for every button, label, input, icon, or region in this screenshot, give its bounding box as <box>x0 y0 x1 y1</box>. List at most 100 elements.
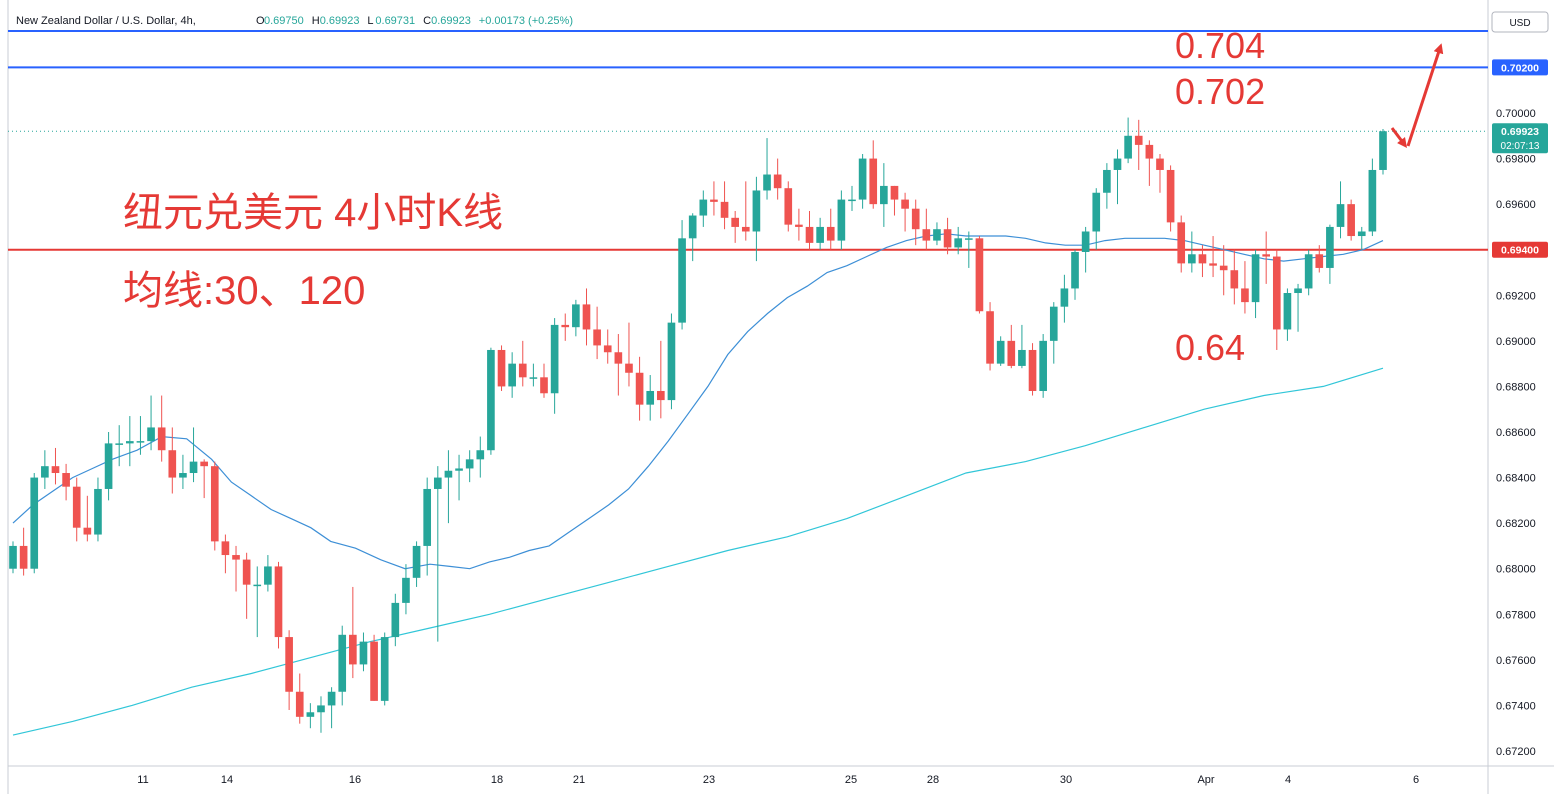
candle <box>200 459 208 499</box>
candle-body <box>869 158 878 205</box>
price-tag-current-text: 0.69923 <box>1501 126 1539 138</box>
candle-body <box>614 352 623 364</box>
candle <box>1071 249 1079 300</box>
candle-body <box>168 450 177 478</box>
candle <box>848 185 856 211</box>
y-tick-label: 0.70000 <box>1496 108 1536 120</box>
candle-body <box>540 377 548 394</box>
candle-body <box>858 158 867 200</box>
candle <box>975 236 984 314</box>
candle-body <box>349 634 357 665</box>
candle <box>391 593 400 647</box>
candle-body <box>1081 231 1090 252</box>
candle-body <box>1049 306 1058 341</box>
candle-body <box>964 238 973 240</box>
candle <box>880 163 888 227</box>
candle <box>189 427 198 483</box>
candle <box>487 347 495 455</box>
candle <box>19 527 28 576</box>
candle-body <box>147 427 155 442</box>
price-tag-0702-text: 0.70200 <box>1501 62 1539 74</box>
candle <box>253 566 262 638</box>
candle-body <box>487 349 495 451</box>
candle <box>412 541 421 587</box>
candle-body <box>402 577 410 603</box>
candle-body <box>1230 270 1239 289</box>
candle-body <box>603 345 612 353</box>
candle-body <box>582 304 591 330</box>
candle <box>338 625 347 706</box>
candle <box>125 416 134 467</box>
candle <box>911 199 920 246</box>
candle <box>603 329 612 364</box>
candle <box>784 181 793 232</box>
candle-body <box>232 555 240 560</box>
candle <box>561 313 570 341</box>
price-axis[interactable]: 0.70000 0.69800 0.69600 0.69200 0.69000 0.688… <box>1496 108 1536 758</box>
candle <box>1103 163 1111 209</box>
candle-body <box>19 545 28 569</box>
candle-body <box>370 641 378 701</box>
price-tags: 0.70200 0.69400 0.69923 02:07:13 <box>1492 59 1548 258</box>
candle-body <box>784 188 793 225</box>
candle-body <box>412 545 421 578</box>
candle-body <box>327 691 336 706</box>
candle <box>136 416 145 455</box>
candle-body <box>62 473 70 487</box>
candle-body <box>518 363 527 378</box>
ohlc-legend: O 0.69750 H 0.69923 L 0.69731 C 0.69923 +0.00173… <box>256 15 573 27</box>
candle <box>869 140 878 209</box>
candle-body <box>1251 254 1260 303</box>
candle <box>901 192 909 232</box>
candle <box>731 210 739 243</box>
candle-body <box>561 324 570 328</box>
candle <box>115 425 124 467</box>
ohlc-value: 0.69923 <box>431 15 471 27</box>
x-tick-label: 6 <box>1413 774 1419 786</box>
candle-body <box>189 461 198 474</box>
candle-body <box>773 174 782 189</box>
candle <box>51 447 60 485</box>
candle <box>922 208 931 250</box>
candle <box>306 703 315 729</box>
candle-body <box>9 545 17 569</box>
y-tick-label: 0.67600 <box>1496 655 1536 667</box>
candle-body <box>1379 131 1387 170</box>
candle <box>667 313 676 410</box>
candle-body <box>1368 169 1377 232</box>
candle <box>1315 245 1324 273</box>
candle-body <box>1092 192 1101 232</box>
candle-body <box>911 208 920 230</box>
candle <box>1283 288 1292 341</box>
candle <box>986 302 994 371</box>
candle <box>1379 128 1387 175</box>
time-axis[interactable]: 11 14 16 18 21 23 25 28 30 Apr 4 6 <box>137 774 1419 786</box>
candle-body <box>1336 204 1345 227</box>
candle-body <box>975 238 984 312</box>
candle <box>1326 224 1334 284</box>
candle <box>9 541 17 574</box>
candle <box>529 363 538 387</box>
candle <box>1113 149 1122 205</box>
candle-body <box>826 226 835 241</box>
y-tick-label: 0.69200 <box>1496 290 1536 302</box>
candle <box>1347 199 1355 241</box>
candle <box>582 288 591 346</box>
ohlc-label: H <box>312 15 320 27</box>
ohlc-label: C <box>423 15 431 27</box>
candle-body <box>720 201 729 218</box>
candle-body <box>646 390 655 405</box>
candle-body <box>954 238 963 248</box>
candle <box>465 450 474 483</box>
candle <box>1060 274 1069 323</box>
candle <box>62 463 70 501</box>
candle-body <box>890 185 899 200</box>
x-tick-label: 23 <box>703 774 715 786</box>
price-tag-0694-text: 0.69400 <box>1501 245 1539 257</box>
currency-button[interactable]: USD <box>1491 11 1549 33</box>
candle <box>349 586 357 679</box>
candle-body <box>848 199 856 202</box>
candle <box>444 450 453 524</box>
